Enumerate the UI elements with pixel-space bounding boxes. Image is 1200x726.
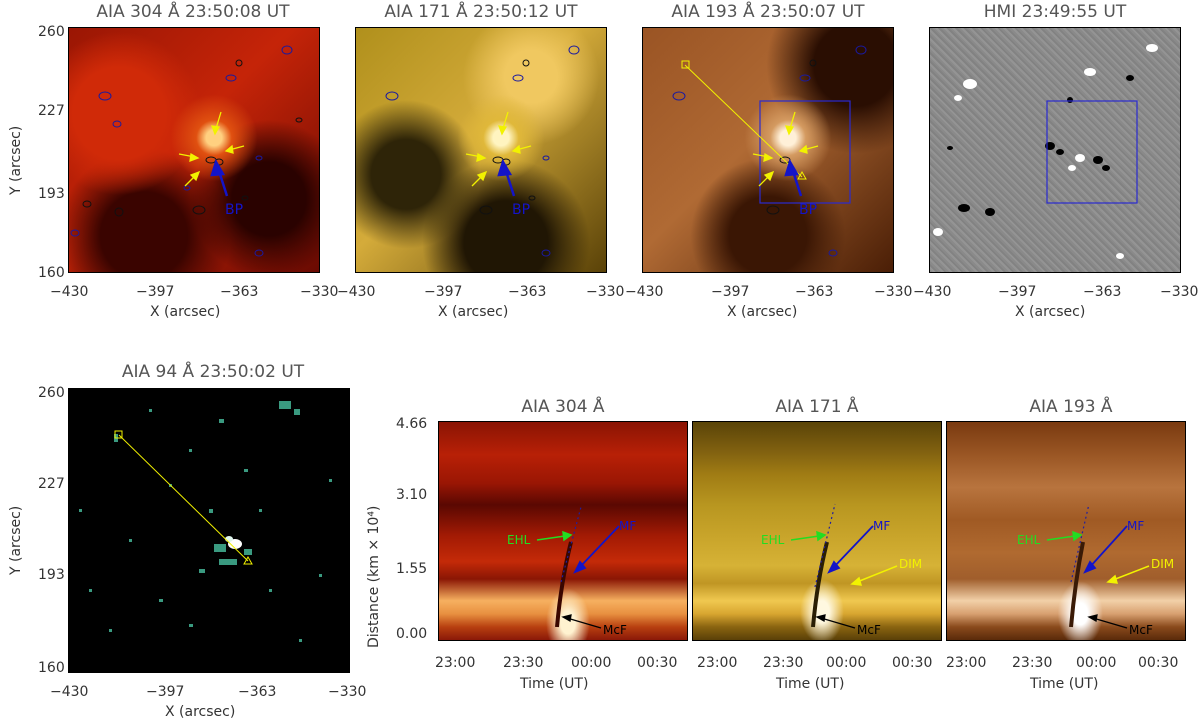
y-tick: 160 [38, 660, 65, 676]
mf-label: MF [619, 519, 636, 533]
bp-label: BP [225, 202, 243, 218]
x-tick: 00:00 [571, 655, 612, 671]
x-axis-label: Time (UT) [520, 676, 589, 692]
x-tick: 23:30 [1012, 655, 1053, 671]
x-tick: 00:30 [1138, 655, 1179, 671]
x-tick: 00:30 [637, 655, 678, 671]
x-tick: −363 [508, 284, 547, 300]
x-tick: −363 [220, 284, 259, 300]
mcf-label: McF [857, 623, 881, 637]
mcf-label: McF [603, 623, 627, 637]
y-tick: 4.66 [396, 416, 428, 432]
y-tick: 260 [38, 24, 65, 40]
y-tick: 160 [38, 265, 65, 281]
x-tick: −397 [146, 684, 185, 700]
panel-title: AIA 171 Å 23:50:12 UT [384, 2, 578, 22]
panel-title: AIA 304 Å [521, 397, 605, 417]
panel-title: HMI 23:49:55 UT [983, 2, 1127, 22]
y-axis-label: Distance (km × 10⁴) [366, 505, 382, 648]
x-tick: 00:30 [892, 655, 933, 671]
y-tick: 260 [38, 385, 65, 401]
x-axis-label: Time (UT) [776, 676, 845, 692]
ehl-label: EHL [761, 533, 785, 547]
x-tick: −330 [328, 684, 367, 700]
x-tick: −363 [795, 284, 834, 300]
x-tick: −397 [711, 284, 750, 300]
aia193-image: BP [642, 27, 894, 273]
x-tick: −330 [1160, 284, 1199, 300]
hmi-image [929, 27, 1181, 273]
y-axis-label: Y (arcsec) [8, 505, 24, 575]
x-tick: −363 [238, 684, 277, 700]
panel-title: AIA 193 Å 23:50:07 UT [671, 2, 865, 22]
td304-image: EHL MF McF [438, 421, 688, 641]
x-tick: 23:00 [697, 655, 738, 671]
x-axis-label: X (arcsec) [165, 704, 236, 720]
x-tick: −430 [913, 284, 952, 300]
mf-label: MF [1127, 519, 1144, 533]
panel-title: AIA 94 Å 23:50:02 UT [121, 362, 305, 382]
y-tick: 227 [38, 476, 65, 492]
x-tick: −430 [50, 684, 89, 700]
x-tick: −397 [136, 284, 175, 300]
x-axis-label: Time (UT) [1030, 676, 1099, 692]
x-tick: 00:00 [1076, 655, 1117, 671]
panel-title: AIA 304 Å 23:50:08 UT [96, 2, 290, 22]
x-tick: −430 [625, 284, 664, 300]
x-tick: −330 [586, 284, 625, 300]
x-tick: −430 [50, 284, 89, 300]
td171-image: EHL MF DIM McF [692, 421, 942, 641]
y-tick: 193 [38, 186, 65, 202]
x-axis-label: X (arcsec) [150, 304, 221, 320]
x-tick: 00:00 [826, 655, 867, 671]
ehl-label: EHL [507, 533, 531, 547]
x-tick: 23:00 [946, 655, 987, 671]
panel-title: AIA 193 Å [1029, 397, 1113, 417]
x-tick: 23:30 [763, 655, 804, 671]
y-axis-label: Y (arcsec) [8, 125, 24, 195]
aia171-image: BP [355, 27, 607, 273]
x-tick: 23:30 [503, 655, 544, 671]
td193-image: EHL MF DIM McF [946, 421, 1186, 641]
mf-label: MF [873, 519, 890, 533]
x-tick: −330 [300, 284, 339, 300]
x-tick: 23:00 [435, 655, 476, 671]
ehl-label: EHL [1017, 533, 1041, 547]
dim-label: DIM [1151, 557, 1174, 571]
panel-title: AIA 171 Å [775, 397, 859, 417]
x-axis-label: X (arcsec) [438, 304, 509, 320]
x-tick: −397 [998, 284, 1037, 300]
mcf-label: McF [1129, 623, 1153, 637]
bp-label: BP [799, 202, 817, 218]
aia94-image [68, 388, 350, 673]
bp-label: BP [512, 202, 530, 218]
aia304-image: BP [68, 27, 320, 273]
x-tick: −363 [1083, 284, 1122, 300]
x-axis-label: X (arcsec) [1015, 304, 1086, 320]
y-tick: 0.00 [396, 626, 428, 642]
x-tick: −430 [337, 284, 376, 300]
x-tick: −330 [874, 284, 913, 300]
y-tick: 3.10 [396, 487, 428, 503]
y-tick: 1.55 [396, 561, 428, 577]
x-tick: −397 [424, 284, 463, 300]
dim-label: DIM [899, 557, 922, 571]
x-axis-label: X (arcsec) [727, 304, 798, 320]
y-tick: 193 [38, 567, 65, 583]
y-tick: 227 [38, 103, 65, 119]
